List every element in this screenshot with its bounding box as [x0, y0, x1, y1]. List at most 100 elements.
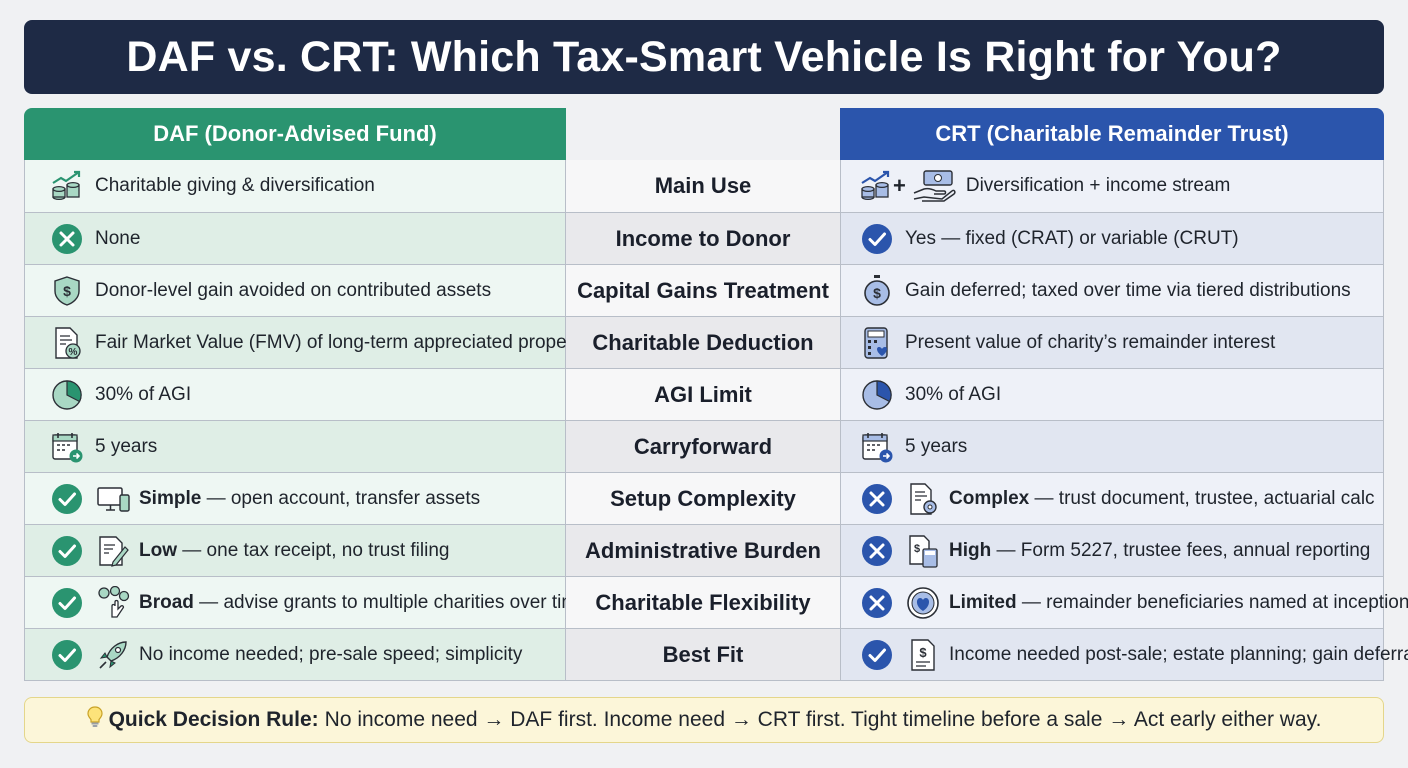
document-dollar-icon: $ — [905, 637, 941, 673]
daf-detail: 5 years — [95, 435, 158, 457]
daf-detail: — open account, transfer assets — [201, 487, 481, 509]
daf-cell: % Fair Market Value (FMV) of long-term ap… — [25, 317, 588, 368]
table-row: Broad — advise grants to multiple charit… — [25, 576, 1408, 628]
daf-column-header: DAF (Donor-Advised Fund) — [24, 108, 566, 160]
crt-detail: Yes — fixed (CRAT) or variable (CRUT) — [905, 227, 1239, 249]
crt-cell: $ High — Form 5227, trustee fees, annual… — [841, 525, 1383, 576]
svg-text:$: $ — [919, 645, 927, 660]
crt-text: 30% of AGI — [905, 384, 1001, 406]
criterion-label: Income to Donor — [566, 213, 841, 264]
shield-dollar-icon: $ — [49, 273, 85, 309]
daf-emphasis: Low — [139, 539, 177, 561]
computer-devices-icon — [95, 481, 131, 517]
table-row: Low — one tax receipt, no trust filing Ad… — [25, 524, 1383, 576]
criterion-label: Setup Complexity — [566, 473, 841, 524]
crt-text: High — Form 5227, trustee fees, annual r… — [949, 540, 1370, 562]
crt-detail: — trust document, trustee, actuarial cal… — [1029, 487, 1375, 509]
daf-text: Low — one tax receipt, no trust filing — [139, 540, 449, 562]
daf-cell: None — [25, 213, 566, 264]
calendar-arrow-icon — [859, 429, 895, 465]
crt-cell: $ Income needed post-sale; estate planni… — [841, 629, 1408, 680]
daf-detail: Donor-level gain avoided on contributed … — [95, 279, 492, 301]
svg-text:$: $ — [873, 285, 881, 301]
daf-cell: Simple — open account, transfer assets — [25, 473, 566, 524]
table-body: Charitable giving & diversification Main … — [24, 160, 1408, 681]
crt-cell: 5 years — [841, 421, 1383, 472]
criterion-label: Carryforward — [566, 421, 841, 472]
check-circle-icon — [859, 221, 895, 257]
daf-cell: 30% of AGI — [25, 369, 566, 420]
crt-cell: Present value of charity’s remainder int… — [841, 317, 1383, 368]
crt-cell: + Diversification + income stream — [841, 160, 1383, 212]
daf-text: 30% of AGI — [95, 384, 191, 406]
crt-emphasis: High — [949, 539, 992, 561]
daf-emphasis: Simple — [139, 487, 202, 509]
x-circle-icon — [49, 221, 85, 257]
crt-emphasis: Complex — [949, 487, 1030, 509]
crt-text: 5 years — [905, 436, 967, 458]
svg-text:%: % — [69, 347, 78, 358]
daf-text: Simple — open account, transfer assets — [139, 488, 480, 510]
crt-text: Diversification + income stream — [966, 175, 1231, 197]
criterion-label: AGI Limit — [566, 369, 841, 420]
x-circle-icon — [859, 481, 895, 517]
hand-coins-icon — [95, 585, 131, 621]
check-circle-icon — [49, 533, 85, 569]
criterion-label: Administrative Burden — [566, 525, 841, 576]
svg-text:$: $ — [63, 283, 71, 299]
daf-cell: Broad — advise grants to multiple charit… — [25, 577, 588, 628]
daf-detail: None — [95, 227, 141, 249]
table-row: 5 years Carryforward 5 years — [25, 420, 1383, 472]
document-calculator-icon: $ — [905, 533, 941, 569]
criterion-label: Charitable Deduction — [566, 317, 841, 368]
decision-rule-label: Quick Decision Rule: — [108, 708, 319, 731]
criterion-label: Capital Gains Treatment — [566, 265, 841, 316]
daf-emphasis: Broad — [139, 591, 194, 613]
check-circle-icon — [49, 637, 85, 673]
table-row: $ Donor-level gain avoided on contributed… — [25, 264, 1383, 316]
lightbulb-icon — [86, 706, 103, 734]
check-circle-icon — [49, 585, 85, 621]
daf-text: Charitable giving & diversification — [95, 175, 375, 197]
crt-cell: $ Gain deferred; taxed over time via tier… — [841, 265, 1383, 316]
svg-text:$: $ — [914, 543, 920, 555]
crt-text: Limited — remainder beneficiaries named … — [949, 592, 1408, 614]
document-gear-icon — [905, 481, 941, 517]
crt-text: Complex — trust document, trustee, actua… — [949, 488, 1375, 510]
check-circle-icon — [859, 637, 895, 673]
criterion-label: Main Use — [566, 160, 841, 212]
criterion-label: Charitable Flexibility — [566, 577, 841, 628]
document-percent-icon: % — [49, 325, 85, 361]
daf-text: None — [95, 228, 140, 250]
daf-detail: — one tax receipt, no trust filing — [177, 539, 450, 561]
growth-coins-plus-cash-hand-icon: + — [859, 168, 956, 204]
daf-cell: Low — one tax receipt, no trust filing — [25, 525, 566, 576]
check-circle-icon — [49, 481, 85, 517]
comparison-table: DAF (Donor-Advised Fund) CRT (Charitable… — [24, 108, 1408, 681]
criterion-label: Best Fit — [566, 629, 841, 680]
daf-detail: Fair Market Value (FMV) of long-term app… — [95, 331, 588, 353]
title-banner: DAF vs. CRT: Which Tax-Smart Vehicle Is … — [24, 20, 1384, 94]
crt-text: Yes — fixed (CRAT) or variable (CRUT) — [905, 228, 1239, 250]
crt-detail: Gain deferred; taxed over time via tiere… — [905, 279, 1351, 301]
pie-chart-icon — [49, 377, 85, 413]
daf-detail: — advise grants to multiple charities ov… — [193, 591, 588, 613]
daf-text: No income needed; pre-sale speed; simpli… — [139, 644, 522, 666]
daf-cell: $ Donor-level gain avoided on contributed… — [25, 265, 566, 316]
daf-detail: No income needed; pre-sale speed; simpli… — [139, 643, 523, 665]
rocket-icon — [95, 637, 131, 673]
pie-chart-icon — [859, 377, 895, 413]
crt-cell: Limited — remainder beneficiaries named … — [841, 577, 1408, 628]
crt-cell: Yes — fixed (CRAT) or variable (CRUT) — [841, 213, 1383, 264]
decision-rule-banner: Quick Decision Rule: No income need → DA… — [24, 697, 1384, 743]
table-row: 30% of AGI AGI Limit 30% of AGI — [25, 368, 1383, 420]
crt-detail: 30% of AGI — [905, 383, 1002, 405]
daf-cell: 5 years — [25, 421, 566, 472]
crt-detail: 5 years — [905, 435, 968, 457]
crt-text: Gain deferred; taxed over time via tiere… — [905, 280, 1351, 302]
calendar-arrow-icon — [49, 429, 85, 465]
table-row: No income needed; pre-sale speed; simpli… — [25, 628, 1408, 680]
x-circle-icon — [859, 585, 895, 621]
document-pen-icon — [95, 533, 131, 569]
crt-detail: Present value of charity’s remainder int… — [905, 331, 1276, 353]
